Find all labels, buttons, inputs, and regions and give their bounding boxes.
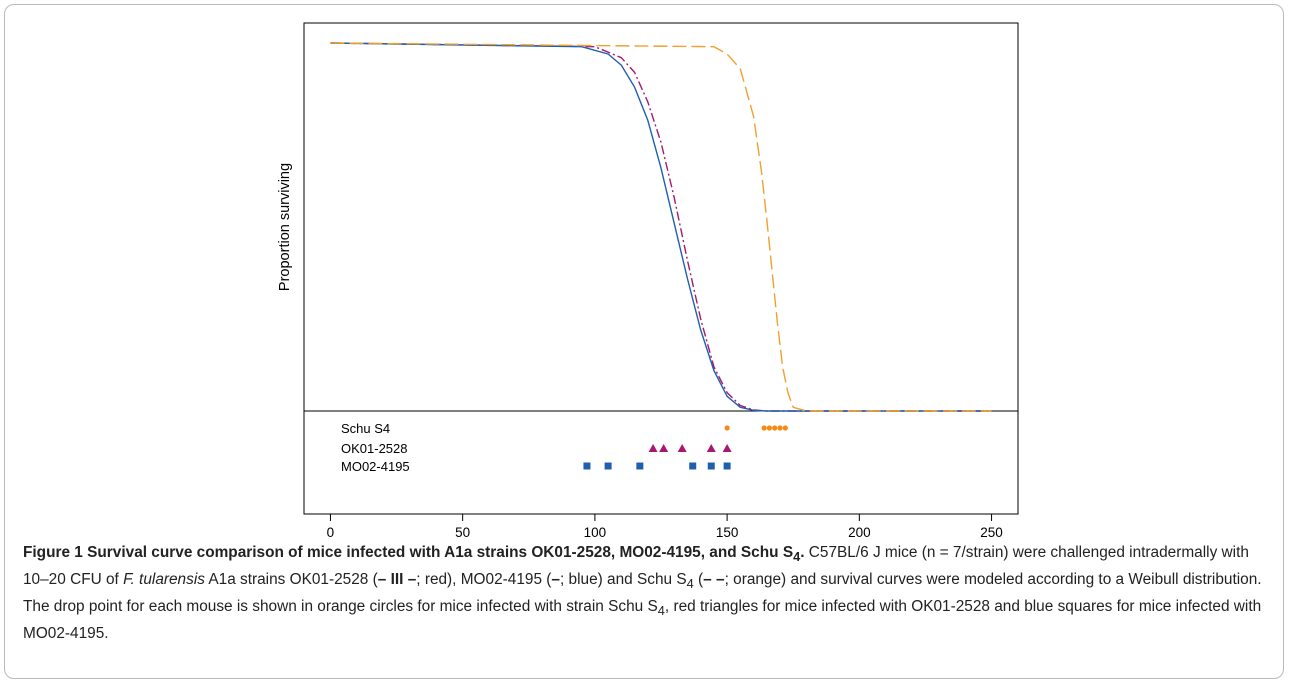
x-tick-label: 200 (848, 525, 871, 540)
caption-title: Figure 1 Survival curve comparison of mi… (23, 544, 805, 565)
drop-point-square (636, 462, 644, 470)
x-tick-label: 50 (455, 525, 470, 540)
x-tick-label: 0 (327, 525, 335, 540)
drop-point-circle (761, 425, 767, 431)
figure-caption: Figure 1 Survival curve comparison of mi… (23, 544, 1262, 643)
drop-point-triangle (677, 444, 687, 452)
survival-chart: 050100150200250Time to drop point (hours… (277, 22, 1019, 540)
caption-schu-symbol: – – (703, 571, 725, 589)
drop-point-square (689, 462, 697, 470)
drop-point-circle (724, 425, 730, 431)
survival-curve-0 (330, 42, 992, 412)
caption-text-3: ; red), MO02-4195 ( (416, 571, 552, 589)
drop-point-circle (777, 425, 783, 431)
y-axis-label: Proportion surviving (277, 163, 293, 291)
drop-point-square (707, 462, 715, 470)
drop-row-label: Schu S4 (341, 421, 390, 436)
drop-point-square (723, 462, 731, 470)
x-tick-label: 100 (584, 525, 607, 540)
drop-point-triangle (648, 444, 658, 452)
caption-text-2: A1a strains OK01-2528 ( (204, 571, 378, 589)
drop-point-triangle (722, 444, 732, 452)
drop-point-circle (782, 425, 788, 431)
drop-point-square (604, 462, 612, 470)
drop-point-triangle (659, 444, 669, 452)
drop-point-circle (772, 425, 778, 431)
caption-text-5: ( (693, 571, 704, 589)
figure-frame (4, 4, 1284, 679)
x-tick-label: 150 (716, 525, 739, 540)
caption-ok-symbol: – III – (377, 571, 417, 589)
x-tick-label: 250 (980, 525, 1003, 540)
survival-curve-2 (330, 42, 992, 412)
caption-species: F. tularensis (123, 571, 205, 589)
drop-row-label: OK01-2528 (341, 441, 408, 456)
plot-area-border (303, 22, 1019, 515)
caption-text-6: ; orange) and survival curves were model… (23, 571, 1262, 616)
drop-point-circle (766, 425, 773, 431)
caption-text-4: ; blue) and Schu S (559, 571, 687, 589)
drop-point-triangle (706, 444, 716, 452)
survival-curve-1 (330, 42, 992, 412)
caption-text-7: , red triangles for mice infected with O… (23, 598, 1262, 643)
drop-point-square (583, 462, 591, 470)
drop-row-label: MO02-4195 (341, 459, 410, 474)
caption-mo-symbol: – (551, 571, 560, 589)
caption-text-1: C57BL/6 J mice (n = 7/strain) were chall… (23, 544, 1249, 589)
